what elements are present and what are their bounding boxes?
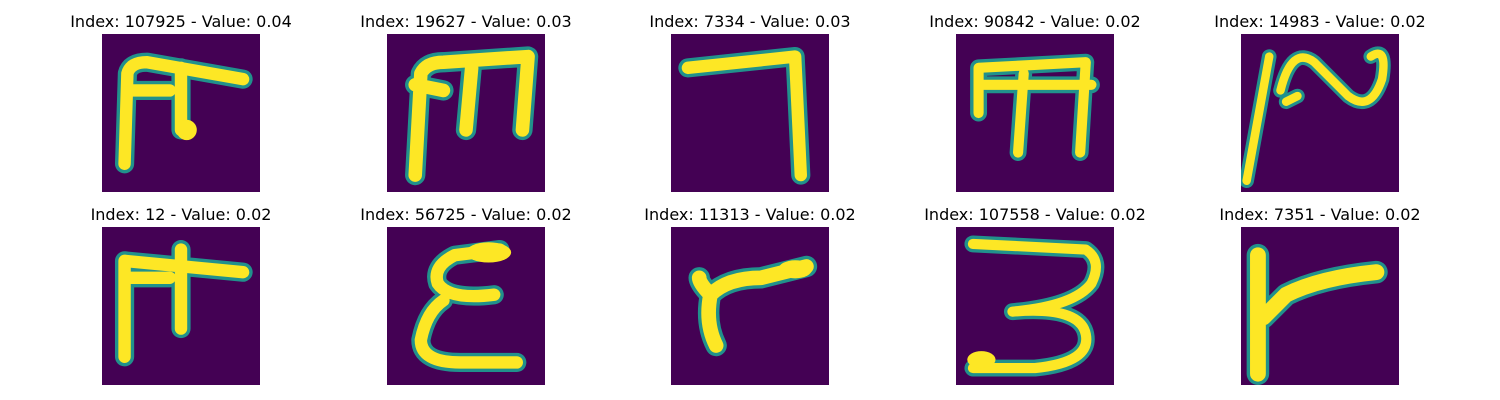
panel-title: Index: 56725 - Value: 0.02 xyxy=(360,205,572,224)
glyph-image xyxy=(1241,34,1399,192)
glyph-image xyxy=(387,34,545,192)
panel-6: Index: 12 - Value: 0.02 xyxy=(91,205,271,385)
panel-title: Index: 7334 - Value: 0.03 xyxy=(649,12,851,31)
panel-7: Index: 56725 - Value: 0.02 xyxy=(360,205,572,385)
panel-title: Index: 19627 - Value: 0.03 xyxy=(360,12,572,31)
panel-9: Index: 107558 - Value: 0.02 xyxy=(924,205,1146,385)
panel-8: Index: 11313 - Value: 0.02 xyxy=(644,205,856,385)
panel-title: Index: 107925 - Value: 0.04 xyxy=(70,12,292,31)
panel-title: Index: 90842 - Value: 0.02 xyxy=(929,12,1141,31)
glyph-image xyxy=(956,227,1114,385)
glyph-image xyxy=(102,227,260,385)
glyph-image xyxy=(956,34,1114,192)
glyph-image xyxy=(1241,227,1399,385)
panel-10: Index: 7351 - Value: 0.02 xyxy=(1219,205,1421,385)
panel-title: Index: 7351 - Value: 0.02 xyxy=(1219,205,1421,224)
panel-3: Index: 7334 - Value: 0.03 xyxy=(649,12,851,192)
panel-title: Index: 11313 - Value: 0.02 xyxy=(644,205,856,224)
panel-4: Index: 90842 - Value: 0.02 xyxy=(929,12,1141,192)
panel-5: Index: 14983 - Value: 0.02 xyxy=(1214,12,1426,192)
panel-title: Index: 12 - Value: 0.02 xyxy=(90,205,272,224)
glyph-image xyxy=(102,34,260,192)
panel-title: Index: 14983 - Value: 0.02 xyxy=(1214,12,1426,31)
panel-title: Index: 107558 - Value: 0.02 xyxy=(924,205,1146,224)
glyph-image xyxy=(671,227,829,385)
panel-1: Index: 107925 - Value: 0.04 xyxy=(70,12,292,192)
glyph-image xyxy=(387,227,545,385)
panel-2: Index: 19627 - Value: 0.03 xyxy=(360,12,572,192)
glyph-image xyxy=(671,34,829,192)
